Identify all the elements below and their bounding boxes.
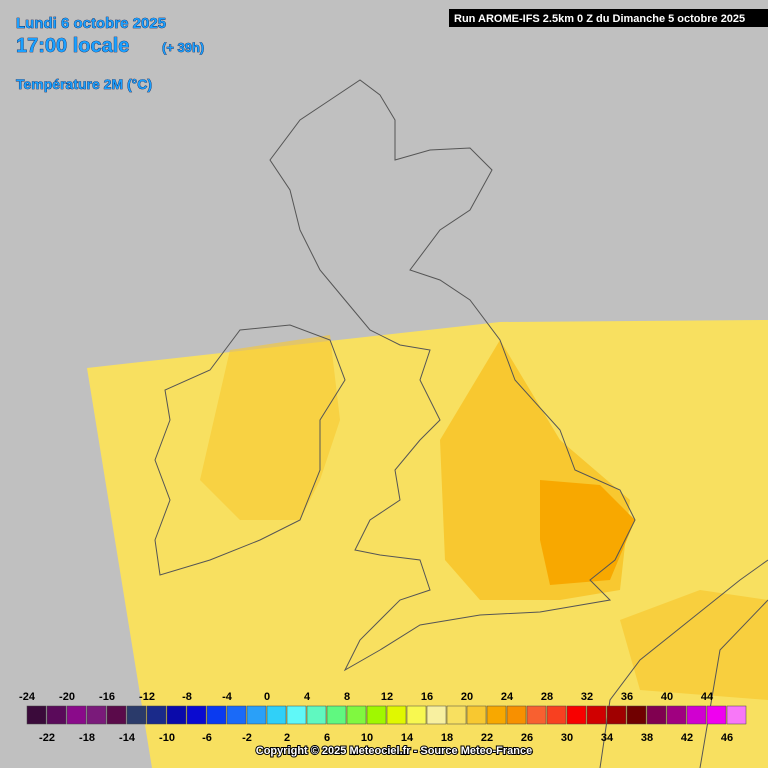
lead-time: (+ 39h) [162, 40, 204, 55]
legend-swatch [466, 705, 487, 725]
legend-label: 6 [324, 732, 330, 744]
date: Lundi 6 octobre 2025 [16, 15, 166, 32]
run-box [449, 9, 768, 27]
legend-swatch [326, 705, 347, 725]
legend-swatch [66, 705, 87, 725]
legend-swatch [406, 705, 427, 725]
legend-label: -20 [59, 691, 75, 703]
legend-label: 26 [521, 732, 533, 744]
legend-swatch [686, 705, 707, 725]
legend-swatch [566, 705, 587, 725]
legend-swatch [366, 705, 387, 725]
legend-label: 44 [701, 691, 714, 703]
legend-label: 40 [661, 691, 673, 703]
ireland-warm [200, 335, 340, 520]
legend-label: 24 [501, 691, 514, 703]
legend-label: 42 [681, 732, 693, 744]
legend-swatch [586, 705, 607, 725]
legend-label: 28 [541, 691, 553, 703]
hot-area [540, 480, 635, 585]
legend-label: -16 [99, 691, 115, 703]
legend-swatch [646, 705, 667, 725]
parameter: Température 2M (°C) [16, 76, 152, 92]
legend-label: 32 [581, 691, 593, 703]
legend-label: 12 [381, 691, 393, 703]
legend-swatch [706, 705, 727, 725]
legend-swatch [106, 705, 127, 725]
local-time: 17:00 locale [16, 35, 129, 57]
legend-swatch [206, 705, 227, 725]
legend-label: 22 [481, 732, 493, 744]
legend-swatch [146, 705, 167, 725]
legend-swatch [126, 705, 147, 725]
legend-swatch [486, 705, 507, 725]
legend-label: 34 [601, 732, 614, 744]
legend-label: 36 [621, 691, 633, 703]
legend-swatch [226, 705, 247, 725]
legend-label: -18 [79, 732, 95, 744]
legend-swatch [726, 705, 747, 725]
legend-label: 30 [561, 732, 573, 744]
legend-label: -10 [159, 732, 175, 744]
legend-swatch [306, 705, 327, 725]
legend-label: 16 [421, 691, 433, 703]
legend-swatch [186, 705, 207, 725]
legend-label: 20 [461, 691, 473, 703]
legend-swatch [166, 705, 187, 725]
legend-label: 18 [441, 732, 453, 744]
legend-label: -2 [242, 732, 252, 744]
legend: -24-22-20-18-16-14-12-10-8-6-4-202468101… [19, 691, 747, 744]
legend-label: -14 [119, 732, 136, 744]
legend-label: 38 [641, 732, 653, 744]
legend-swatch [46, 705, 67, 725]
legend-swatch [26, 705, 47, 725]
legend-label: -6 [202, 732, 212, 744]
legend-swatch [506, 705, 527, 725]
legend-swatch [526, 705, 547, 725]
legend-swatch [626, 705, 647, 725]
legend-swatch [606, 705, 627, 725]
legend-label: -24 [19, 691, 36, 703]
legend-label: 46 [721, 732, 733, 744]
ireland-coast [154, 324, 346, 576]
legend-swatch [286, 705, 307, 725]
legend-label: 10 [361, 732, 373, 744]
great-britain-coast [269, 79, 636, 672]
france-warm [620, 590, 768, 700]
legend-swatch [266, 705, 287, 725]
legend-label: -22 [39, 732, 55, 744]
copyright: Copyright © 2025 Meteociel.fr - Source M… [256, 745, 532, 757]
legend-swatch [426, 705, 447, 725]
legend-swatch [446, 705, 467, 725]
legend-swatch [86, 705, 107, 725]
legend-label: 2 [284, 732, 290, 744]
legend-label: 8 [344, 691, 350, 703]
legend-swatch [546, 705, 567, 725]
legend-swatch [386, 705, 407, 725]
legend-label: 0 [264, 691, 270, 703]
legend-label: -12 [139, 691, 155, 703]
legend-label: 4 [304, 691, 311, 703]
legend-label: -8 [182, 691, 192, 703]
legend-label: -4 [222, 691, 233, 703]
legend-label: 14 [401, 732, 414, 744]
legend-swatch [246, 705, 267, 725]
legend-swatch [346, 705, 367, 725]
legend-swatch [666, 705, 687, 725]
run-info: Run AROME-IFS 2.5km 0 Z du Dimanche 5 oc… [454, 13, 745, 25]
